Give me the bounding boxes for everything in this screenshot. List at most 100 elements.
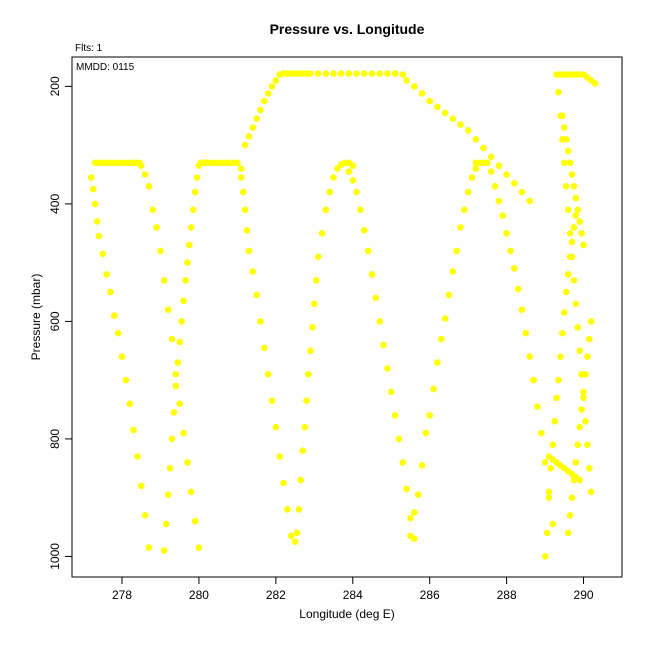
data-point [441,315,449,322]
data-point [118,353,126,361]
data-point [468,174,476,181]
data-point [291,538,299,545]
data-point [249,268,257,275]
data-point [149,206,157,214]
data-point [422,429,430,437]
data-point [93,218,101,225]
data-point [391,412,399,419]
data-point [322,70,330,77]
data-point [464,188,472,196]
data-point [191,517,199,525]
data-point [162,520,170,528]
data-points [87,70,599,560]
data-point [541,553,549,560]
data-point [518,306,526,314]
data-point [187,488,195,496]
data-point [580,388,587,396]
y-tick-label: 600 [48,311,62,331]
data-point [549,441,557,449]
data-point [555,376,562,384]
data-point [561,309,568,316]
data-point [272,423,280,431]
data-point [161,547,168,554]
data-point [491,183,499,190]
data-point [472,165,480,172]
data-point [178,318,185,325]
data-point [511,180,518,187]
data-point [168,335,176,343]
data-point [299,447,307,455]
data-point [237,174,245,181]
data-point [578,230,585,237]
data-point [364,247,372,255]
data-point [564,271,572,278]
data-point [305,371,312,378]
data-point [566,512,574,519]
data-point [172,371,180,378]
data-point [314,253,322,261]
data-point [507,247,514,255]
data-point [264,90,272,97]
data-point [272,77,280,84]
data-point [380,341,387,349]
data-point [480,144,487,152]
data-point [572,300,580,308]
data-point [180,297,187,305]
data-point [430,385,437,393]
data-point [245,247,253,255]
data-point [526,353,533,361]
data-point [186,241,193,249]
data-point [534,403,541,410]
x-axis-label: Longitude (deg E) [299,607,394,621]
data-point [293,529,301,537]
data-point [166,465,174,472]
data-point [434,359,441,366]
data-point [576,476,583,484]
data-point [268,83,276,90]
data-point [337,70,345,77]
data-point [164,306,172,314]
data-point [297,476,305,484]
data-point [145,183,153,190]
data-point [553,394,560,402]
data-point [586,335,593,343]
data-point [551,418,558,425]
data-point [582,418,589,425]
data-point [170,409,178,416]
data-point [357,206,364,214]
data-point [276,453,284,460]
data-point [495,162,503,169]
data-point [141,512,149,519]
data-point [391,70,399,77]
data-point [249,124,257,131]
flts-annotation: Flts: 1 [75,43,103,54]
data-point [587,488,595,496]
data-point [174,359,182,366]
data-point [518,188,526,196]
data-point [257,106,264,114]
data-point [457,224,464,231]
data-point [287,532,295,540]
data-point [241,206,249,214]
data-point [522,329,530,337]
data-point [568,494,576,502]
data-point [314,70,322,77]
data-point [376,70,384,77]
data-point [580,241,587,249]
data-point [184,259,191,266]
data-point [353,188,360,196]
x-tick-label: 288 [497,588,517,602]
data-point [557,353,564,361]
data-point [414,491,422,499]
data-point [576,423,583,431]
data-point [503,230,510,237]
data-point [449,115,457,122]
data-point [586,465,593,472]
data-point [368,271,376,278]
y-tick-label: 400 [48,194,62,214]
data-point [387,388,395,396]
data-point [564,206,572,214]
data-point [426,412,434,419]
x-axis: 278 280 282 284 286 288 290 [112,577,594,602]
data-point [322,206,330,214]
